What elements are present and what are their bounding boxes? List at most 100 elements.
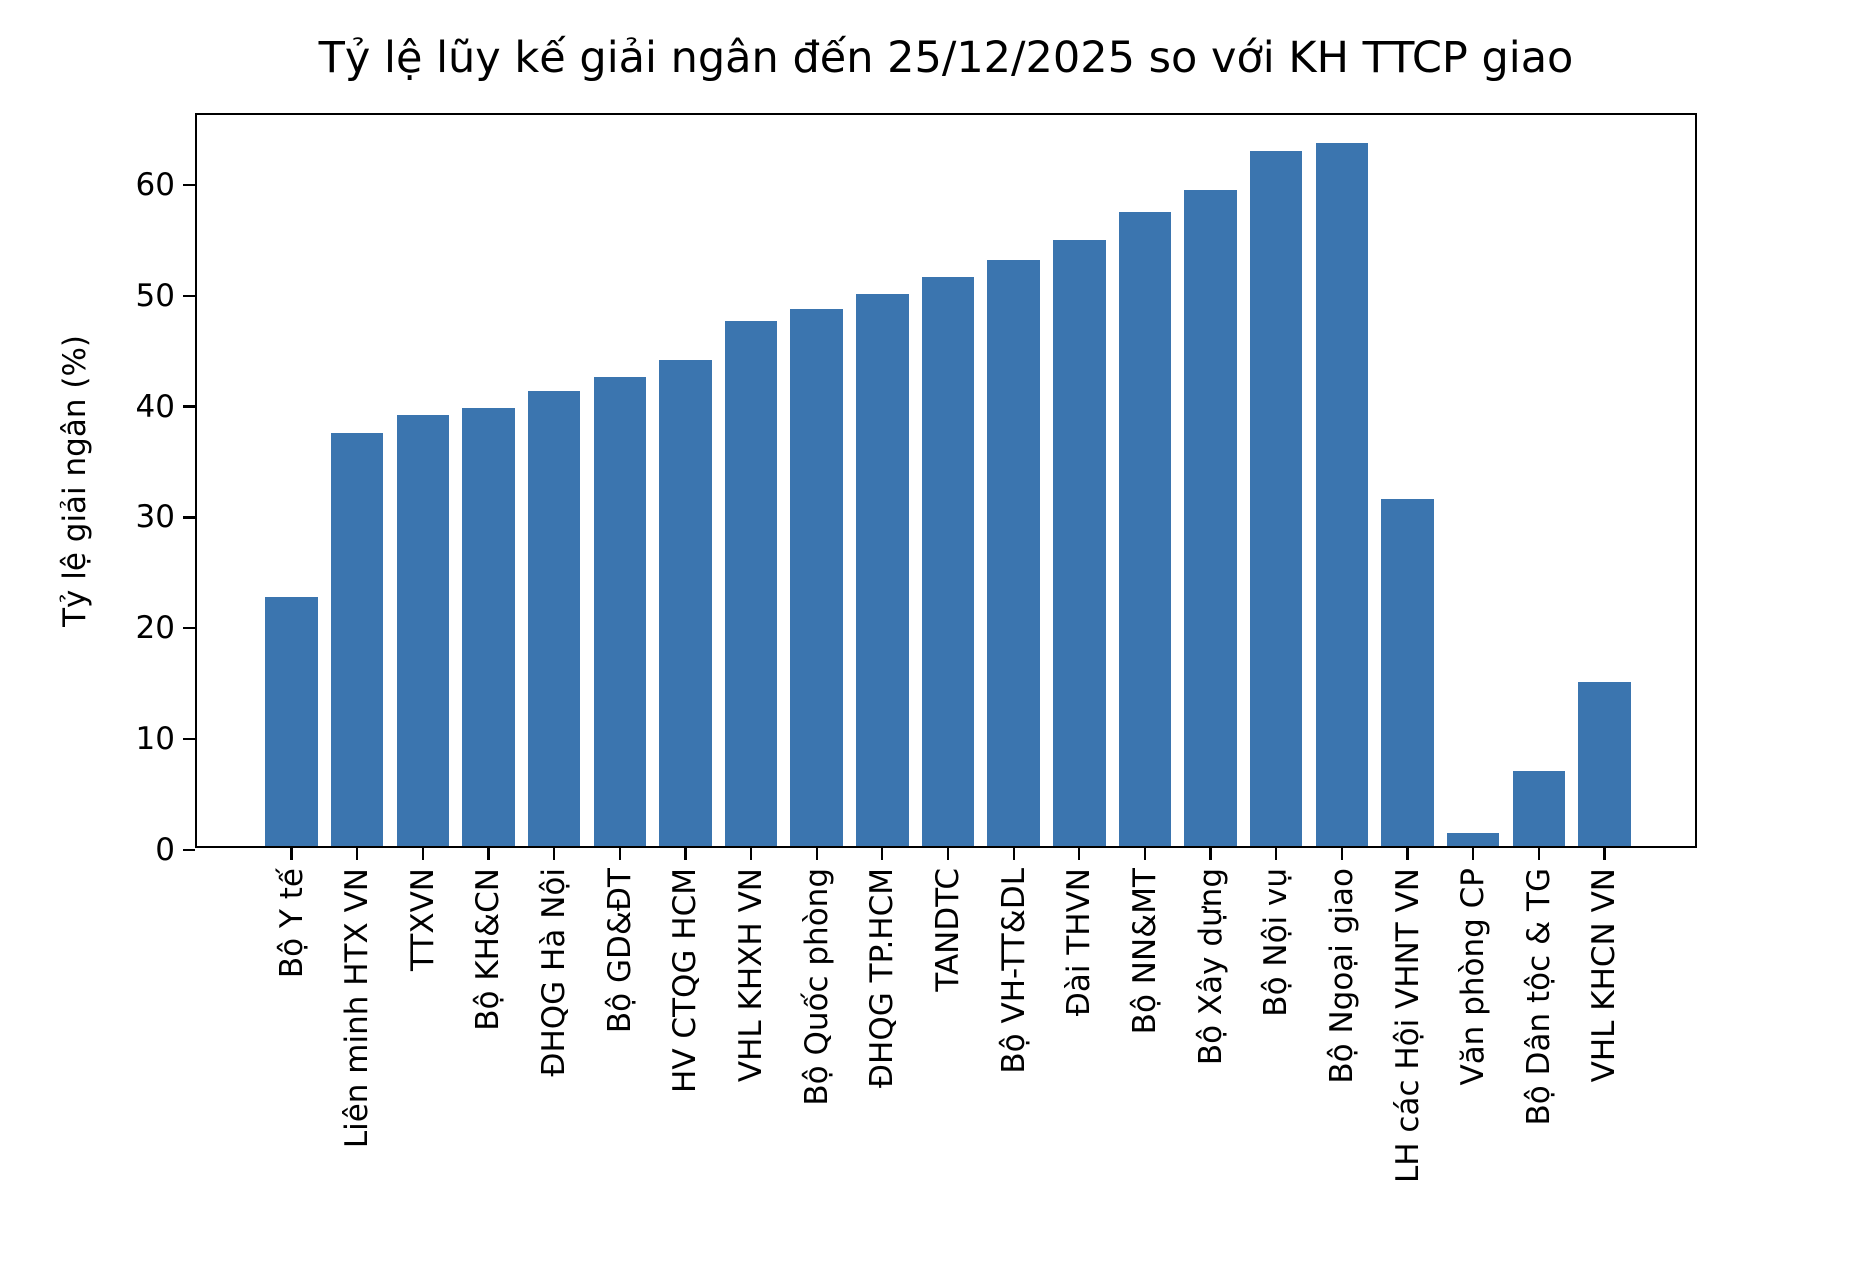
x-tick-label-text: Bộ Xây dựng	[1192, 868, 1229, 1066]
chart-title: Tỷ lệ lũy kế giải ngân đến 25/12/2025 so…	[318, 33, 1574, 83]
x-tick-mark	[946, 848, 950, 860]
bar	[921, 277, 975, 846]
x-tick-label: TANDTC	[928, 868, 968, 992]
x-tick-mark	[1406, 848, 1409, 860]
x-tick-mark	[618, 848, 621, 860]
bar	[1184, 189, 1237, 846]
x-tick-label: Bộ NN&MT	[1125, 868, 1165, 1034]
x-tick-label: Liên minh HTX VN	[337, 868, 377, 1148]
x-tick-label-text: VHL KHXH VN	[733, 868, 770, 1083]
x-tick-mark	[1340, 848, 1343, 860]
y-tick-label: 40	[135, 388, 175, 425]
bar	[462, 408, 515, 846]
x-tick-label: Bộ Nội vụ	[1256, 868, 1296, 1017]
bar	[724, 320, 778, 846]
x-tick-mark	[1143, 848, 1147, 860]
bar	[330, 432, 384, 846]
x-tick-label-text: VHL KHCN VN	[1586, 868, 1623, 1083]
y-tick-mark	[183, 405, 195, 408]
x-tick-label-text: Bộ Y tế	[273, 868, 310, 979]
x-tick-label-text: ĐHQG Hà Nội	[536, 868, 573, 1077]
bar	[790, 309, 843, 846]
x-tick-label-text: LH các Hội VHNT VN	[1389, 868, 1426, 1184]
x-tick-label: Bộ VH-TT&DL	[994, 868, 1034, 1074]
x-tick-label: Bộ Y tế	[272, 868, 312, 978]
x-tick-label-text: TTXVN	[404, 868, 441, 971]
bar	[527, 391, 581, 846]
bar	[1381, 499, 1434, 846]
x-tick-label-text: Liên minh HTX VN	[339, 868, 376, 1149]
x-tick-label-text: Bộ VH-TT&DL	[995, 868, 1032, 1074]
bar	[1578, 681, 1631, 846]
x-tick-mark	[487, 848, 490, 860]
bar	[659, 360, 712, 846]
x-tick-mark	[1472, 848, 1475, 860]
x-tick-label: LH các Hội VHNT VN	[1388, 868, 1428, 1183]
x-tick-label: Đài THVN	[1059, 868, 1099, 1016]
y-tick-mark	[183, 294, 195, 297]
x-tick-mark	[553, 848, 556, 860]
x-tick-mark	[749, 848, 753, 860]
x-tick-label: TTXVN	[403, 868, 443, 971]
bar	[1249, 150, 1303, 846]
x-tick-label: Bộ KH&CN	[468, 868, 508, 1031]
x-tick-label-text: Bộ KH&CN	[470, 868, 507, 1031]
y-tick-mark	[183, 516, 195, 519]
x-tick-mark	[356, 848, 359, 860]
y-tick-label: 0	[155, 832, 175, 868]
x-tick-mark	[1603, 848, 1606, 860]
y-tick-mark	[183, 738, 195, 741]
bar	[1053, 239, 1106, 846]
x-tick-label: HV CTQG HCM	[665, 868, 705, 1093]
x-tick-label-text: Bộ NN&MT	[1126, 868, 1163, 1035]
bar	[593, 377, 647, 846]
x-tick-mark	[815, 848, 818, 860]
y-tick-mark	[183, 627, 195, 630]
x-tick-mark	[290, 848, 293, 860]
bar	[1446, 832, 1500, 846]
x-tick-label-text: Bộ GD&ĐT	[601, 868, 638, 1034]
y-tick-mark	[183, 183, 195, 186]
x-tick-mark	[1078, 848, 1081, 860]
x-tick-mark	[684, 848, 687, 860]
bar	[265, 596, 318, 846]
x-tick-label: Bộ GD&ĐT	[600, 868, 640, 1033]
x-tick-label: VHL KHCN VN	[1584, 868, 1624, 1082]
x-tick-label-text: TANDTC	[930, 868, 966, 992]
bar	[1512, 770, 1566, 846]
x-tick-mark	[1209, 848, 1212, 860]
x-tick-mark	[881, 848, 884, 860]
x-tick-label-text: Văn phòng CP	[1455, 868, 1492, 1086]
x-tick-label-text: Đài THVN	[1061, 868, 1098, 1017]
y-axis-label: Tỷ lệ giải ngân (%)	[52, 113, 98, 848]
y-tick-label: 10	[135, 721, 175, 758]
x-tick-label: Bộ Dân tộc & TG	[1519, 868, 1559, 1125]
bar	[856, 293, 909, 846]
x-tick-label-text: HV CTQG HCM	[667, 868, 704, 1093]
x-tick-mark	[421, 848, 424, 860]
bar	[987, 259, 1040, 846]
x-tick-label-text: ĐHQG TP.HCM	[864, 868, 901, 1088]
y-tick-label: 30	[135, 499, 175, 536]
x-tick-label: Bộ Xây dựng	[1191, 868, 1231, 1065]
x-tick-label-text: Bộ Nội vụ	[1258, 868, 1295, 1017]
bar	[1315, 143, 1369, 846]
y-tick-label: 60	[135, 166, 175, 203]
x-tick-mark	[1012, 848, 1015, 860]
x-tick-label-text: Bộ Ngoại giao	[1323, 868, 1360, 1084]
x-tick-label: Bộ Ngoại giao	[1322, 868, 1362, 1084]
x-tick-label: Văn phòng CP	[1453, 868, 1493, 1086]
x-tick-label: ĐHQG TP.HCM	[862, 868, 902, 1088]
y-axis-label-text: Tỷ lệ giải ngân (%)	[57, 334, 93, 627]
x-tick-label: Bộ Quốc phòng	[797, 868, 837, 1106]
x-tick-label: ĐHQG Hà Nội	[534, 868, 574, 1077]
bar	[396, 414, 450, 846]
x-tick-mark	[1537, 848, 1540, 860]
x-tick-mark	[1275, 848, 1278, 860]
y-tick-mark	[183, 848, 195, 852]
x-tick-label-text: Bộ Quốc phòng	[798, 868, 835, 1106]
plot-area: 0 10 20 30 40 50 60 Bộ Y tế Liên minh HTX VN TTXV…	[136, 113, 1697, 1183]
x-tick-label-text: Bộ Dân tộc & TG	[1520, 868, 1557, 1126]
x-tick-label: VHL KHXH VN	[731, 868, 771, 1082]
